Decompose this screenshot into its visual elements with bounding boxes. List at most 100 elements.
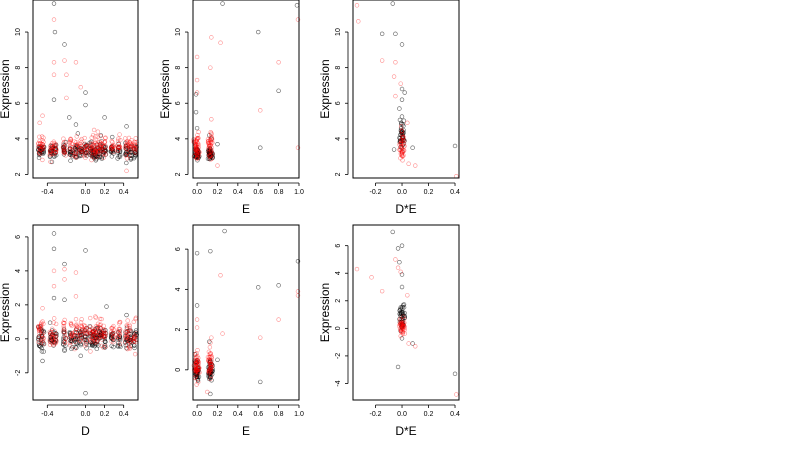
panel-3: -0.2 0.0 0.2 0.4 D*E 2 4 6 8 10 Expression [318,0,460,216]
data-point [79,328,85,333]
data-point [196,135,201,141]
data-point [62,150,68,155]
data-point [208,367,213,372]
data-point [61,149,66,155]
data-point [102,328,108,333]
data-point [197,370,202,375]
x-tick-label: 0.0 [192,189,202,196]
data-point [209,136,215,141]
data-point [208,149,214,155]
data-point [413,344,418,349]
data-point [194,150,199,155]
data-point [399,284,405,290]
data-point [77,141,82,146]
data-point [39,144,45,149]
data-point [91,329,96,334]
data-point [195,358,200,364]
data-point [63,153,68,158]
data-point [101,327,106,333]
data-point [193,360,198,366]
data-point [207,143,212,148]
data-point [110,144,116,149]
data-point [129,156,134,161]
data-point [126,153,132,158]
data-point [48,159,53,164]
data-point [406,161,411,166]
data-point [99,141,104,147]
data-point [109,154,115,159]
x-tick-label: 0.0 [192,411,202,418]
data-point [83,248,88,253]
data-point [209,136,214,142]
data-point [124,146,129,152]
data-point [83,155,88,160]
data-point [68,153,74,158]
data-point [196,374,202,379]
data-point [90,149,95,155]
data-point [97,139,102,144]
data-point [208,157,213,162]
data-point [73,340,79,345]
y-tick-label: 6 [15,235,22,239]
data-point [41,329,47,335]
data-point [208,134,214,140]
data-point [193,374,199,379]
data-point [88,142,93,147]
scatter-points [354,1,459,179]
data-point [89,147,94,153]
data-point [103,147,108,153]
data-point [49,141,55,146]
data-point [99,139,104,144]
data-point [398,149,404,155]
data-point [220,1,225,6]
data-point [41,145,46,150]
data-point [194,54,200,60]
data-point [128,339,133,344]
data-point [54,339,59,344]
data-point [69,331,74,336]
data-point [401,148,407,153]
data-point [73,151,79,157]
data-point [111,344,116,350]
data-point [133,143,138,148]
data-point [90,153,95,159]
data-point [81,323,87,328]
data-point [73,270,79,275]
data-point [401,130,407,135]
data-point [101,334,107,339]
data-point [118,137,123,143]
data-point [116,147,121,153]
data-point [70,149,75,155]
data-point [117,331,122,336]
data-point [101,323,106,329]
data-point [194,303,200,308]
data-point [399,97,405,102]
data-point [194,368,200,373]
data-point [109,329,114,335]
data-point [61,145,66,150]
data-point [79,149,84,155]
data-point [124,329,129,335]
data-point [115,334,121,340]
data-point [36,325,41,330]
data-point [222,228,227,234]
data-point [206,140,211,146]
data-point [96,152,101,157]
data-point [193,143,199,149]
data-point [400,323,406,328]
data-point [69,333,75,339]
data-point [452,371,458,377]
data-point [84,339,89,344]
data-point [206,355,212,360]
data-point [61,149,67,154]
data-point [398,120,404,126]
data-point [129,340,134,345]
data-point [405,293,410,298]
data-point [36,326,42,331]
x-tick-label: 0.4 [233,411,243,418]
data-point [111,143,116,148]
data-point [401,153,406,158]
x-tick-label: 0.0 [81,411,91,418]
data-point [401,314,406,319]
